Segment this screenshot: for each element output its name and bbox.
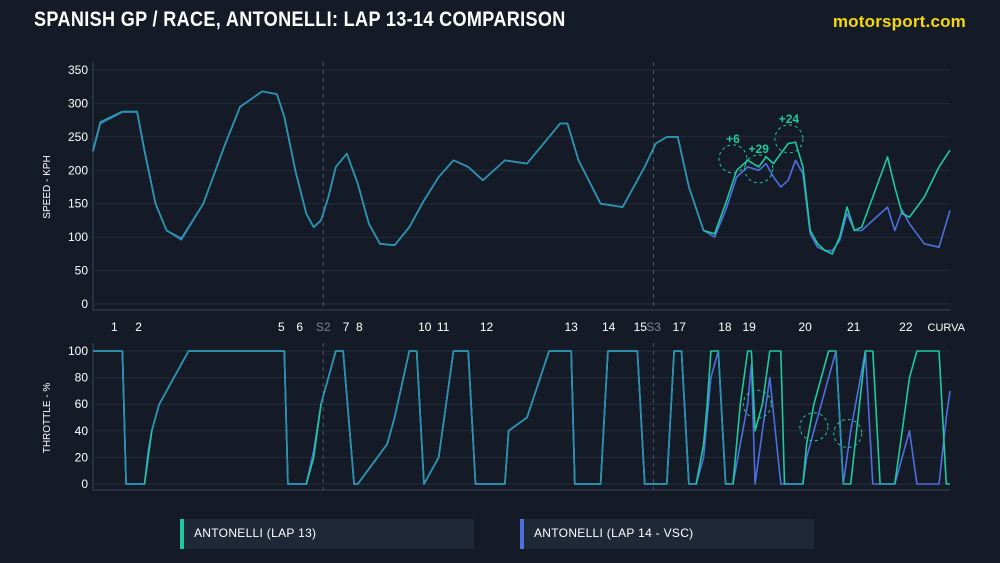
corner-label: 14 bbox=[602, 320, 616, 334]
y-tick-label: 300 bbox=[68, 96, 88, 110]
sector-label: S3 bbox=[646, 320, 661, 334]
y-tick-label: 60 bbox=[75, 397, 89, 411]
corner-label: 13 bbox=[564, 320, 578, 334]
series-line-lap13 bbox=[92, 90, 951, 255]
annotation-circle bbox=[742, 389, 772, 419]
y-axis-label: SPEED - KPH bbox=[42, 155, 53, 218]
series-line-lap13 bbox=[93, 350, 950, 485]
corner-label: 17 bbox=[673, 320, 687, 334]
annotation-circle bbox=[774, 124, 804, 154]
annotation-label: +24 bbox=[779, 112, 800, 126]
legend-swatch bbox=[520, 519, 524, 549]
series-line-lap14 bbox=[93, 350, 951, 485]
y-tick-label: 200 bbox=[68, 163, 88, 177]
annotation-circle bbox=[799, 412, 829, 442]
series-overlap-line bbox=[151, 350, 307, 485]
corner-label: 7 bbox=[343, 320, 350, 334]
corner-label: 20 bbox=[798, 320, 812, 334]
y-tick-label: 50 bbox=[75, 264, 89, 278]
annotation-circle bbox=[744, 154, 774, 184]
corner-label: 2 bbox=[135, 320, 142, 334]
series-line-lap14 bbox=[92, 90, 951, 252]
series-overlap-line bbox=[93, 350, 145, 485]
speed-chart: 0 50 100 150 200 250 300 350 SPEED - KPH +6 +29 +24 bbox=[42, 62, 951, 311]
corner-label: 10 bbox=[418, 320, 432, 334]
y-tick-label: 0 bbox=[81, 477, 88, 491]
series-overlap-line bbox=[717, 350, 733, 485]
corner-label: 5 bbox=[278, 320, 285, 334]
legend-item-lap14: ANTONELLI (LAP 14 - VSC) bbox=[520, 519, 814, 549]
sector-label: S2 bbox=[316, 320, 331, 334]
y-axis-label: THROTTLE - % bbox=[42, 383, 53, 454]
corner-label: 11 bbox=[437, 320, 450, 334]
legend-label: ANTONELLI (LAP 14 - VSC) bbox=[534, 526, 694, 540]
corner-label: 1 bbox=[111, 320, 118, 334]
legend-label: ANTONELLI (LAP 13) bbox=[194, 526, 317, 540]
y-tick-label: 100 bbox=[68, 344, 88, 358]
corner-label: 19 bbox=[742, 320, 756, 334]
annotation-label: +6 bbox=[726, 132, 740, 146]
corner-axis-title: CURVA bbox=[928, 322, 966, 334]
legend-swatch bbox=[180, 519, 184, 549]
annotation-label: +29 bbox=[749, 142, 770, 156]
y-tick-label: 250 bbox=[68, 130, 88, 144]
series-overlap-line bbox=[320, 350, 697, 485]
chart-title: SPANISH GP / RACE, ANTONELLI: LAP 13-14 … bbox=[34, 8, 566, 31]
legend-item-lap13: ANTONELLI (LAP 13) bbox=[180, 519, 474, 549]
corner-label: 21 bbox=[847, 320, 861, 334]
annotation-circle bbox=[833, 418, 863, 448]
corner-label: 6 bbox=[296, 320, 303, 334]
throttle-chart: 0 20 40 60 80 100 THROTTLE - % bbox=[42, 343, 951, 491]
y-tick-label: 350 bbox=[68, 63, 88, 77]
corner-label: 18 bbox=[718, 320, 732, 334]
y-tick-label: 150 bbox=[68, 197, 88, 211]
y-tick-label: 100 bbox=[68, 230, 88, 244]
y-tick-label: 0 bbox=[81, 297, 88, 311]
y-tick-label: 80 bbox=[75, 371, 89, 385]
corner-label: 15 bbox=[634, 320, 648, 334]
corner-label: 8 bbox=[356, 320, 363, 334]
series-overlap-line bbox=[92, 90, 705, 246]
brand-logo: motorsport.com bbox=[832, 12, 966, 31]
y-tick-label: 40 bbox=[75, 424, 89, 438]
corner-label: 22 bbox=[899, 320, 913, 334]
y-tick-label: 20 bbox=[75, 450, 89, 464]
annotation-circle bbox=[718, 144, 748, 174]
corner-label: 12 bbox=[480, 320, 494, 334]
series-overlap-line bbox=[835, 350, 845, 485]
